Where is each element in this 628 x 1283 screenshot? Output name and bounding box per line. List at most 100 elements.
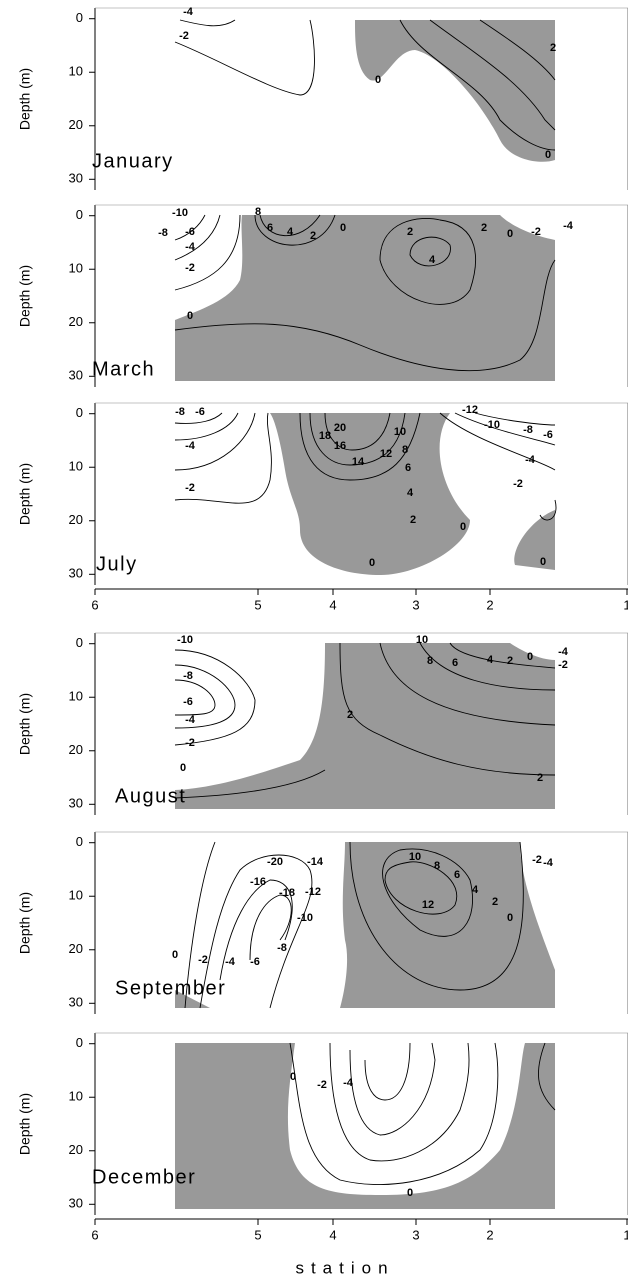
contour-line [174,649,256,746]
contour-label: -6 [250,956,260,968]
x-tick-label: 2 [486,1227,493,1242]
contour-line [259,214,321,237]
contour-line [419,642,556,691]
y-tick-label: 20 [69,1142,83,1157]
contour-line [382,848,473,937]
contour-label: 0 [369,557,375,569]
contour-label: -8 [175,406,185,418]
contour-line [174,214,221,261]
contour-line [179,19,236,27]
contour-label: 0 [540,556,546,568]
y-axis-label: Depth (m) [17,463,33,525]
contour-line [174,679,216,716]
contour-label: -4 [543,857,554,869]
contour-label: 14 [352,456,365,468]
contour-label: -18 [279,887,295,899]
contour-label: 2 [550,42,556,54]
contour-label: 0 [172,949,178,961]
contour-line [454,412,556,446]
contour-label: 20 [334,422,346,434]
contour-label: 0 [507,228,513,240]
contour-line [474,412,556,426]
contour-label: 0 [407,1187,413,1199]
contour-label: -4 [343,1077,354,1089]
contour-label: -8 [183,670,193,682]
y-tick-label: 0 [76,834,83,849]
contour-label: -8 [158,227,168,239]
contour-label: 0 [290,1071,296,1083]
contour-label: -10 [484,419,500,431]
contour-label: 2 [410,514,416,526]
contour-label: 0 [507,912,513,924]
y-tick-label: 30 [69,171,83,186]
contour-line [174,259,556,372]
y-axis-label: Depth (m) [17,892,33,954]
panel-title: July [96,553,138,575]
contour-label: 2 [507,655,513,667]
contour-line [399,19,556,151]
contour-label: 2 [537,772,543,784]
positive-region [355,20,555,162]
contour-line [349,1042,436,1136]
contour-line [538,1042,556,1111]
contour-line [174,19,315,96]
contour-label: -2 [531,226,541,238]
contour-label: 18 [319,430,331,442]
contour-label: -2 [179,30,189,42]
y-tick-label: 20 [69,941,83,956]
contour-label: -2 [185,482,195,494]
y-tick-label: 20 [69,117,83,132]
x-tick-label: 6 [91,1227,98,1242]
positive-region [175,643,555,809]
contour-label: 2 [481,222,487,234]
contour-line [199,854,313,1009]
contour-label: 0 [460,521,466,533]
contour-label: 6 [267,222,273,234]
contour-label: 0 [187,310,193,322]
contour-line [479,19,556,81]
contour-line [219,879,293,981]
y-tick-label: 30 [69,796,83,811]
positive-region [514,510,555,570]
y-tick-label: 20 [69,512,83,527]
panel: 0 10 20 30 Depth (m) December 0 -2 -4 0 6 5 4 3 2 1 stat… [17,1032,628,1277]
contour-label: 0 [180,762,186,774]
contour-label: -2 [532,854,542,866]
contour-label: -12 [305,886,321,898]
contour-line [449,642,556,669]
contour-line [339,642,556,776]
positive-region [270,413,470,575]
contour-line [324,412,391,451]
y-axis-label: Depth (m) [17,68,33,130]
y-tick-label: 0 [76,635,83,650]
x-tick-label: 5 [254,597,261,612]
contour-line [254,214,336,246]
contour-label: -4 [525,454,536,466]
contour-label: -4 [185,241,196,253]
y-tick-label: 10 [69,64,83,79]
contour-label: -10 [297,912,313,924]
x-axis-label: station [295,1258,394,1277]
contour-line [384,861,458,915]
contour-line [299,412,421,481]
contour-label: 2 [347,709,353,721]
y-tick-label: 10 [69,459,83,474]
contour-line [349,841,524,991]
contour-line [174,412,272,504]
contour-label: -2 [185,262,195,274]
contour-label: -4 [185,714,196,726]
y-axis-label: Depth (m) [17,1093,33,1155]
contour-label: -10 [177,634,193,646]
panel-title: August [115,785,186,807]
contour-label: 12 [422,899,434,911]
x-tick-label: 3 [412,1227,419,1242]
x-tick-label: 1 [623,1227,628,1242]
contour-label: 8 [434,860,440,872]
contour-label: 0 [340,222,346,234]
contour-label: -2 [513,478,523,490]
contour-label: -8 [277,942,287,954]
contour-label: -4 [225,956,236,968]
